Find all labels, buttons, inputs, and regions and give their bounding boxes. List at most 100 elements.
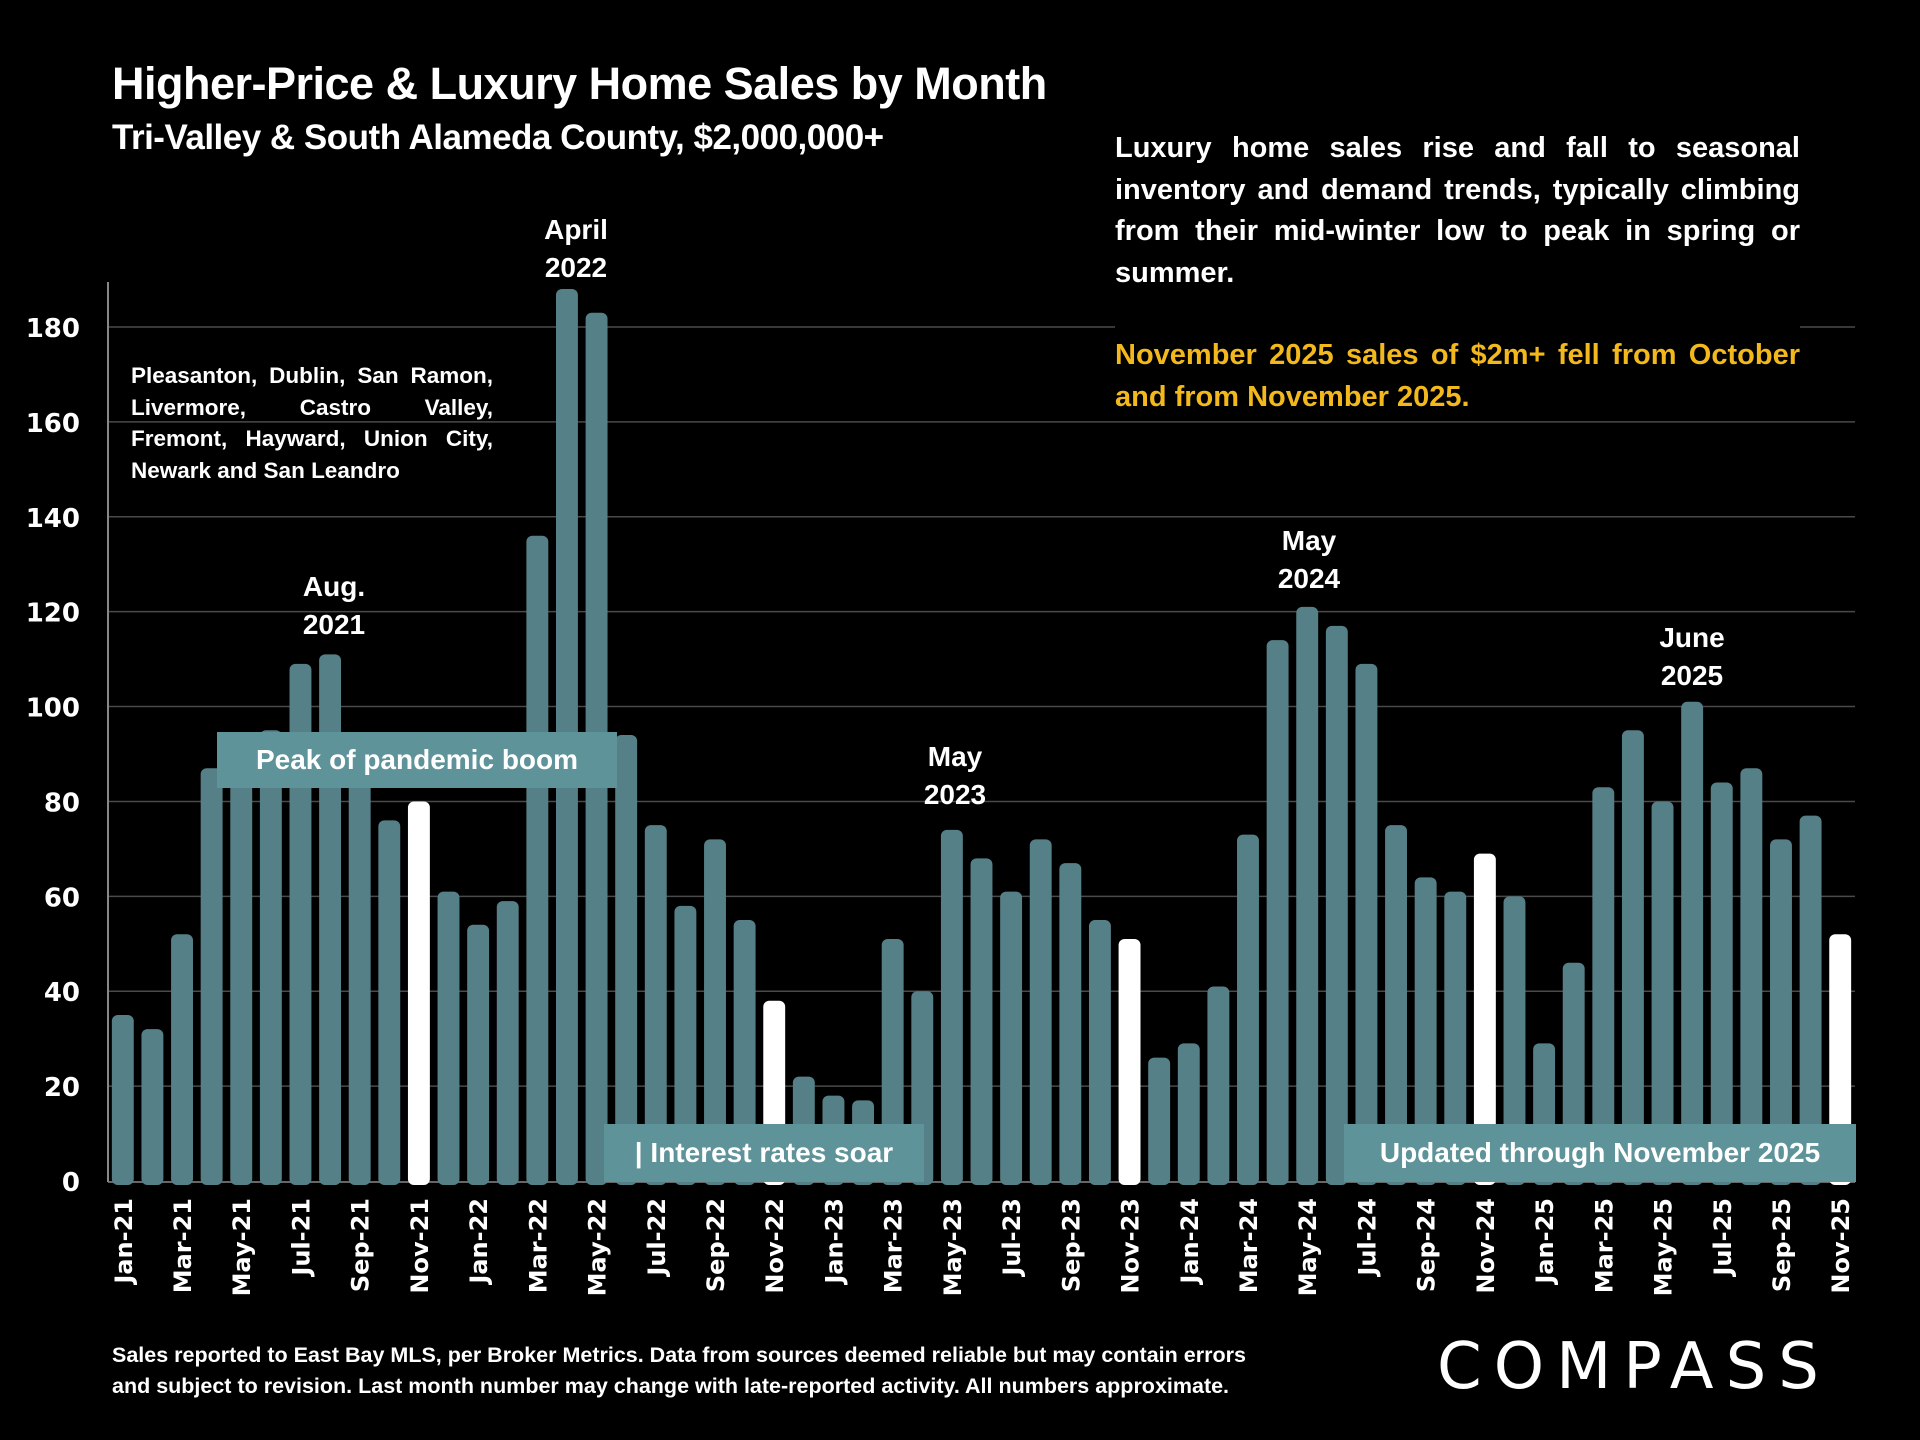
bar-mar-21 [171, 934, 193, 1185]
banner-interest-rates: | Interest rates soar [604, 1124, 924, 1182]
y-tick-label: 40 [44, 978, 80, 1008]
bar-nov-25 [1829, 934, 1852, 1185]
y-tick-label: 120 [26, 599, 80, 629]
bar-mar-24 [1237, 834, 1259, 1185]
chart-title: Higher-Price & Luxury Home Sales by Mont… [112, 58, 1047, 109]
x-tick-label: Mar-22 [524, 1198, 552, 1293]
bar-aug-22 [674, 905, 697, 1185]
bar-feb-24 [1207, 986, 1230, 1185]
x-tick-label: Mar-23 [880, 1198, 908, 1293]
bar-may-21 [230, 754, 253, 1185]
bar-feb-22 [496, 901, 519, 1185]
bar-aug-25 [1740, 768, 1763, 1185]
bar-sep-25 [1770, 839, 1792, 1185]
bar-jul-21 [289, 663, 312, 1185]
y-tick-label: 20 [44, 1073, 80, 1103]
x-tick-label: Sep-22 [702, 1198, 730, 1292]
chart-subtitle: Tri-Valley & South Alameda County, $2,00… [112, 118, 884, 157]
bar-sep-21 [348, 768, 371, 1185]
bar-oct-22 [733, 920, 756, 1185]
y-tick-label: 140 [26, 504, 80, 534]
bar-jul-25 [1710, 782, 1733, 1185]
x-tick-label: Jul-24 [1353, 1198, 1381, 1278]
x-tick-label: Nov-21 [406, 1198, 434, 1294]
annotation-aug-2021: Aug. 2021 [302, 571, 366, 640]
x-tick-label: Sep-23 [1057, 1198, 1085, 1292]
x-axis-ticks: Jan-21 Mar-21 May-21 Jul-21 Sep-21 Nov-21 Jan-… [110, 1198, 1855, 1296]
x-tick-label: Jan-25 [1531, 1198, 1559, 1286]
bar-sep-23 [1059, 863, 1082, 1185]
bar-may-23 [940, 829, 963, 1185]
bar-jan-24 [1177, 1043, 1200, 1185]
bar-oct-23 [1088, 920, 1111, 1185]
bar-mar-23 [881, 939, 904, 1185]
bar-jun-25 [1681, 701, 1704, 1185]
x-tick-label: May-21 [228, 1198, 256, 1296]
bar-dec-21 [437, 891, 460, 1185]
bar-aug-24 [1385, 825, 1407, 1185]
y-tick-label: 100 [26, 694, 80, 724]
annotation-jun-2025: June 2025 [1659, 622, 1725, 691]
x-tick-label: Mar-25 [1590, 1198, 1618, 1293]
bars [111, 289, 1852, 1185]
commentary-box: Luxury home sales rise and fall to seaso… [1115, 128, 1800, 418]
y-axis-ticks: 0 20 40 60 80 100 120 140 160 180 [26, 314, 80, 1198]
x-tick-label: Jan-22 [465, 1198, 493, 1286]
x-tick-label: Sep-25 [1768, 1198, 1796, 1292]
x-tick-label: Jul-23 [998, 1198, 1026, 1278]
bar-oct-24 [1444, 891, 1467, 1185]
bar-nov-23 [1118, 939, 1141, 1185]
bar-jul-23 [1000, 891, 1023, 1185]
x-tick-label: Nov-23 [1117, 1198, 1145, 1294]
x-tick-label: Jan-21 [110, 1198, 138, 1286]
x-tick-label: Mar-21 [169, 1198, 197, 1293]
bar-jun-22 [615, 735, 638, 1185]
bar-sep-22 [704, 839, 726, 1185]
x-tick-label: Nov-22 [761, 1198, 789, 1294]
bar-nov-24 [1473, 853, 1496, 1185]
bar-jul-22 [644, 825, 667, 1185]
footnote: Sales reported to East Bay MLS, per Brok… [112, 1343, 1246, 1398]
x-tick-label: Jul-22 [643, 1198, 671, 1278]
x-tick-label: Mar-24 [1235, 1198, 1263, 1293]
bar-nov-21 [407, 801, 430, 1185]
annotation-may-2024: May 2024 [1277, 525, 1341, 594]
y-tick-label: 0 [62, 1168, 80, 1198]
bar-mar-25 [1592, 787, 1615, 1185]
y-tick-label: 60 [44, 883, 80, 913]
x-tick-label: Jul-21 [287, 1198, 315, 1278]
bar-apr-25 [1621, 730, 1644, 1185]
bar-dec-24 [1503, 896, 1526, 1185]
banner-pandemic-peak: Peak of pandemic boom [217, 732, 617, 788]
banner-updated-through: Updated through November 2025 [1344, 1124, 1856, 1182]
bar-oct-21 [378, 820, 401, 1185]
x-tick-label: Nov-25 [1827, 1198, 1855, 1294]
bar-apr-24 [1266, 640, 1289, 1185]
x-tick-label: Sep-21 [347, 1198, 375, 1292]
x-tick-label: Sep-24 [1413, 1198, 1441, 1292]
bar-jan-22 [467, 924, 490, 1185]
bar-oct-25 [1799, 815, 1822, 1185]
bar-jun-21 [259, 730, 282, 1185]
annotation-apr-2022: April 2022 [544, 214, 608, 283]
bar-apr-21 [200, 768, 223, 1185]
commentary-text: Luxury home sales rise and fall to seaso… [1115, 132, 1800, 289]
x-tick-label: May-25 [1650, 1198, 1678, 1296]
bar-aug-23 [1029, 839, 1052, 1185]
annotation-may-2023: May 2023 [923, 741, 987, 810]
bar-sep-24 [1414, 877, 1437, 1185]
bar-feb-21 [141, 1029, 164, 1185]
bar-dec-23 [1148, 1057, 1171, 1185]
y-tick-label: 180 [26, 314, 80, 344]
bar-jul-24 [1355, 663, 1378, 1185]
x-tick-label: Jul-25 [1709, 1198, 1737, 1278]
x-tick-label: Nov-24 [1472, 1198, 1500, 1294]
y-tick-label: 160 [26, 409, 80, 439]
bar-mar-22 [526, 535, 549, 1185]
y-tick-label: 80 [44, 788, 80, 818]
compass-logo: COMPASS [1437, 1330, 1831, 1404]
bar-may-24 [1296, 606, 1319, 1185]
bar-jan-21 [111, 1014, 134, 1185]
x-tick-label: Jan-23 [820, 1198, 848, 1286]
